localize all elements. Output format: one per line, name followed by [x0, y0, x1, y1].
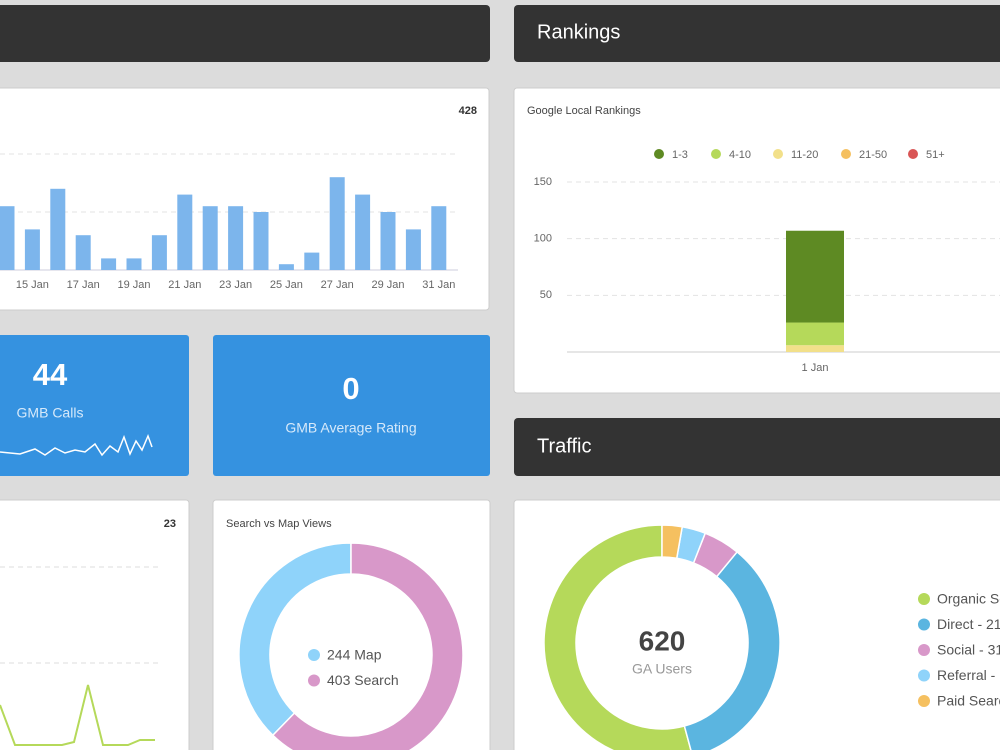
legend-marker — [308, 674, 320, 687]
legend-marker — [841, 149, 851, 159]
bar — [405, 229, 421, 270]
x-tick-label: 21 Jan — [168, 279, 201, 291]
legend-label: 1-3 — [672, 149, 688, 161]
bar — [253, 212, 269, 270]
x-tick-label: 27 Jan — [321, 279, 354, 291]
legend-label: 51+ — [926, 149, 945, 161]
bar — [101, 258, 117, 270]
center-label: GA Users — [632, 661, 692, 677]
x-tick-label: 31 Jan — [422, 279, 455, 291]
stat-value: 0 — [342, 371, 359, 406]
header-bar — [514, 418, 1000, 476]
stat-card — [213, 335, 490, 476]
bar — [202, 206, 218, 270]
panel — [0, 87, 490, 311]
bar — [50, 188, 66, 270]
legend-marker — [773, 149, 783, 159]
legend-label: 4-10 — [729, 149, 751, 161]
legend-marker — [918, 618, 930, 631]
bar — [177, 194, 193, 270]
legend-marker — [918, 669, 930, 682]
header-title: Traffic — [537, 435, 591, 457]
legend-label: Paid Searc — [937, 693, 1000, 709]
x-tick-label: 23 Jan — [219, 279, 252, 291]
donut-segment — [271, 542, 464, 750]
bar — [126, 258, 142, 270]
y-tick-label: 150 — [534, 176, 552, 188]
bar — [380, 212, 396, 270]
donut-segment — [661, 524, 684, 560]
bar — [304, 252, 320, 270]
header-title: Rankings — [537, 21, 620, 43]
x-tick-label: 15 Jan — [16, 279, 49, 291]
x-tick-label: 25 Jan — [270, 279, 303, 291]
panel-total: 428 — [459, 105, 477, 117]
panel-title: Search vs Map Views — [226, 518, 332, 530]
bar — [151, 235, 167, 270]
y-tick-label: 100 — [534, 233, 552, 245]
legend-label: 11-20 — [791, 149, 818, 161]
donut-segment — [238, 542, 352, 737]
donut-segment — [543, 524, 692, 750]
bar — [431, 206, 447, 270]
panel — [513, 87, 1000, 394]
bar-segment — [786, 345, 844, 352]
legend-label: 244 Map — [327, 647, 382, 663]
line-series — [0, 684, 155, 746]
stat-label: GMB Average Rating — [285, 420, 416, 436]
bar-segment — [786, 230, 844, 323]
legend-marker — [908, 149, 918, 159]
bar-segment — [786, 322, 844, 346]
legend-marker — [308, 649, 320, 661]
x-tick-label: 29 Jan — [371, 279, 404, 291]
center-total: 620 — [639, 625, 686, 656]
bar — [75, 235, 91, 270]
stat-value: 44 — [33, 357, 68, 392]
x-tick-label: 17 Jan — [67, 279, 100, 291]
sparkline — [0, 433, 153, 457]
panel-total: 23 — [164, 518, 176, 530]
bar — [278, 264, 294, 270]
legend-marker — [918, 644, 930, 656]
legend-label: Social - 31 — [937, 642, 1000, 658]
bar — [24, 229, 40, 270]
legend-label: Organic Se — [937, 591, 1000, 607]
legend-label: Direct - 21 — [937, 616, 1000, 632]
legend-marker — [654, 149, 664, 159]
legend-label: Referral - : — [937, 667, 1000, 683]
bar — [329, 177, 345, 270]
legend-marker — [711, 149, 721, 159]
header-bar — [0, 5, 490, 62]
panel — [212, 499, 491, 750]
legend-label: 21-50 — [859, 149, 887, 161]
y-tick-label: 50 — [540, 289, 552, 301]
header-bar — [514, 5, 1000, 62]
bar — [228, 206, 244, 270]
x-tick-label: 1 Jan — [802, 362, 829, 374]
legend-label: 403 Search — [327, 672, 399, 688]
panel — [0, 499, 190, 750]
stat-card — [0, 335, 189, 476]
x-tick-label: 19 Jan — [117, 279, 150, 291]
stat-label: GMB Calls — [17, 405, 84, 421]
bar — [355, 194, 371, 270]
panel-title: Google Local Rankings — [527, 105, 641, 117]
legend-marker — [918, 593, 930, 605]
legend-marker — [918, 695, 930, 707]
bar — [0, 206, 15, 270]
